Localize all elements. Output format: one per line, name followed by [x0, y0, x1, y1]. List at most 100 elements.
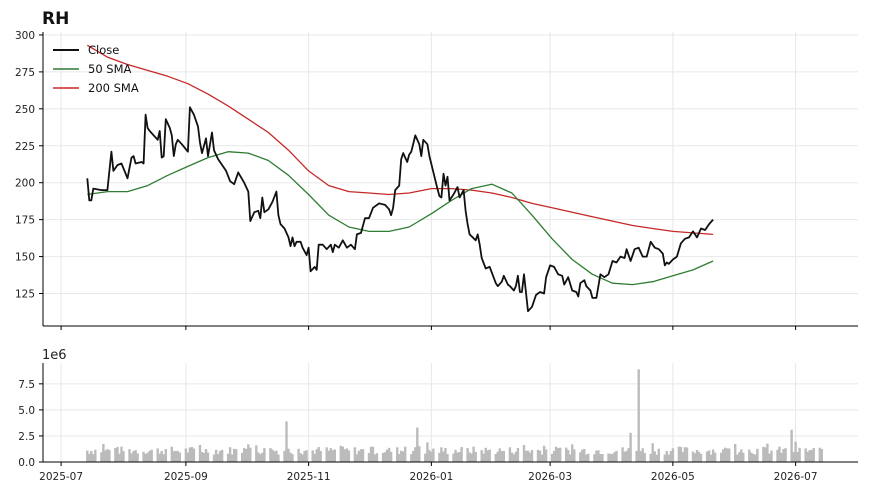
- volume-bar: [655, 454, 658, 462]
- volume-bar: [641, 448, 644, 462]
- volume-bar: [339, 445, 342, 462]
- volume-chart: 1e6 0.0 2.5 5.0 7.5 2025-07 2025-09 2025-11 202…: [18, 348, 858, 483]
- volume-bar: [720, 452, 723, 462]
- volume-bar: [190, 447, 194, 462]
- volume-bar: [277, 454, 280, 462]
- volume-bar: [245, 448, 248, 462]
- volume-bar: [544, 449, 548, 462]
- volume-bar: [204, 449, 208, 462]
- volume-y-tick-label: 5.0: [18, 405, 35, 417]
- volume-bar: [375, 453, 379, 462]
- volume-bar: [528, 452, 532, 462]
- volume-bar: [186, 452, 190, 462]
- volume-bar: [472, 446, 475, 462]
- volume-bar: [446, 454, 449, 462]
- volume-bar: [649, 453, 652, 462]
- volume-bar: [748, 449, 751, 462]
- price-y-tick-label: 300: [15, 30, 35, 42]
- volume-bar: [665, 451, 668, 462]
- volume-bar: [707, 450, 711, 462]
- volume-bar: [158, 453, 161, 462]
- volume-bar: [198, 444, 202, 462]
- volume-bar: [373, 454, 377, 462]
- volume-bar: [150, 449, 153, 462]
- volume-bar: [552, 451, 556, 462]
- volume-bar: [291, 454, 294, 462]
- volume-bar: [796, 452, 799, 462]
- volume-bar: [424, 453, 427, 462]
- volume-bar: [263, 448, 266, 462]
- legend-label-50-sma: 50 SMA: [88, 62, 132, 76]
- volume-bar: [241, 452, 244, 462]
- volume-bar: [669, 451, 673, 462]
- volume-bar: [130, 453, 133, 462]
- volume-bar: [798, 447, 801, 462]
- volume-bar: [347, 450, 351, 462]
- volume-bar: [593, 454, 596, 462]
- volume-bar: [810, 450, 813, 462]
- volume-bar: [752, 453, 755, 462]
- volume-bar: [442, 451, 445, 462]
- volume-bar: [784, 448, 787, 462]
- volume-bar: [663, 454, 666, 462]
- volume-bar: [160, 451, 163, 462]
- volume-bar: [794, 441, 797, 462]
- volume-bar: [516, 447, 520, 462]
- volume-bar: [128, 449, 131, 462]
- volume-bar: [627, 448, 630, 462]
- legend-label-200-sma: 200 SMA: [88, 81, 139, 95]
- volume-bar: [635, 450, 638, 462]
- volume-bar: [474, 451, 477, 462]
- volume-bar: [625, 450, 628, 462]
- volume-bar: [398, 454, 401, 462]
- volume-bar: [530, 450, 534, 462]
- price-y-tick-label: 175: [15, 215, 35, 227]
- volume-bar: [713, 452, 717, 462]
- volume-bar: [726, 448, 729, 462]
- volume-bar: [212, 454, 216, 462]
- volume-bar: [508, 447, 512, 462]
- volume-bar: [494, 454, 497, 462]
- volume-bar: [559, 447, 562, 462]
- volume-bar: [432, 448, 435, 462]
- volume-bar: [414, 447, 417, 462]
- volume-bar: [114, 448, 117, 462]
- x-tick-label: 2025-11: [287, 471, 331, 483]
- volume-bar: [651, 443, 654, 462]
- volume-bar: [557, 448, 560, 462]
- volume-bar: [778, 446, 781, 462]
- volume-bar: [806, 451, 809, 462]
- volume-bar: [313, 453, 316, 462]
- volume-bar: [623, 451, 626, 462]
- volume-bar: [122, 451, 125, 462]
- volume-bar: [699, 453, 703, 462]
- volume-bar: [275, 450, 278, 462]
- volume-bar: [587, 453, 590, 462]
- volume-bar: [683, 447, 687, 462]
- legend: Close 50 SMA 200 SMA: [53, 43, 139, 95]
- volume-bar: [381, 452, 385, 462]
- volume-bar: [613, 452, 616, 462]
- volume-bar: [567, 450, 570, 462]
- volume-bar: [412, 450, 415, 462]
- volume-bar: [303, 451, 306, 462]
- volume-bar: [611, 453, 614, 462]
- volume-bar: [402, 451, 405, 462]
- volume-bar: [643, 453, 646, 462]
- volume-bar: [470, 453, 473, 462]
- volume-bar: [355, 454, 359, 462]
- volume-bar: [311, 450, 314, 462]
- volume-bar: [257, 452, 260, 462]
- volume-bar: [538, 450, 542, 462]
- volume-bar: [428, 450, 431, 462]
- volume-bar: [565, 447, 568, 462]
- price-y-tick-label: 275: [15, 67, 35, 79]
- volume-bar: [243, 448, 246, 462]
- price-y-tick-label: 200: [15, 178, 35, 190]
- volume-bar: [756, 448, 759, 462]
- volume-bar: [595, 450, 598, 462]
- volume-bar: [400, 450, 403, 462]
- volume-y-tick-label: 0.0: [18, 457, 35, 469]
- volume-bar: [333, 449, 336, 462]
